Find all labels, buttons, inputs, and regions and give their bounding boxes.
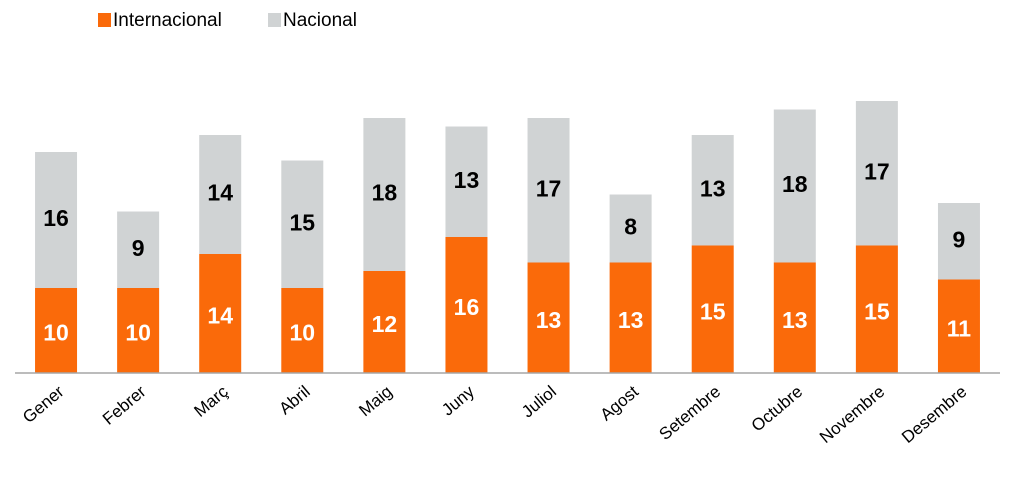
x-tick-label: Juliol xyxy=(518,382,560,421)
data-label: 14 xyxy=(207,180,233,206)
data-label: 13 xyxy=(536,307,562,333)
data-label: 15 xyxy=(700,298,726,324)
bar-segment xyxy=(855,245,898,373)
x-tick-label: Agost xyxy=(597,382,643,425)
bar-segment xyxy=(691,245,734,373)
x-tick-label: Febrer xyxy=(99,382,150,429)
bar-segment xyxy=(773,262,816,373)
data-label: 15 xyxy=(864,298,890,324)
x-tick-label: Gener xyxy=(19,382,68,427)
bar-segment xyxy=(117,211,160,288)
legend-label: Nacional xyxy=(283,10,357,31)
bar-segment xyxy=(199,135,242,254)
bar-segment xyxy=(199,254,242,373)
data-label: 16 xyxy=(43,205,69,231)
data-label: 17 xyxy=(536,175,562,201)
bar-segment xyxy=(445,126,488,237)
data-label: 14 xyxy=(207,303,233,329)
bar-segment xyxy=(609,194,652,263)
data-label: 16 xyxy=(454,294,480,320)
x-tick-label: Març xyxy=(191,382,233,421)
data-label: 18 xyxy=(372,180,398,206)
data-label: 13 xyxy=(782,307,808,333)
bar-segment xyxy=(527,118,570,263)
bar-segment xyxy=(527,262,570,373)
data-label: 12 xyxy=(372,311,398,337)
x-tick-label: Juny xyxy=(438,382,478,420)
bar-segment xyxy=(445,237,488,373)
bar-segment xyxy=(855,101,898,246)
bar-segment xyxy=(281,288,324,373)
bar-segment xyxy=(609,262,652,373)
bar-segment xyxy=(281,160,324,288)
x-tick-label: Novembre xyxy=(816,382,888,447)
bar-segment xyxy=(691,135,734,246)
data-label: 13 xyxy=(454,167,480,193)
data-label: 17 xyxy=(864,158,890,184)
data-label: 10 xyxy=(289,320,315,346)
legend-label: Internacional xyxy=(113,10,222,31)
data-label: 10 xyxy=(125,320,151,346)
bar-segment xyxy=(937,203,980,280)
x-tick-label: Maig xyxy=(355,382,395,420)
bar-segment xyxy=(773,109,816,263)
data-label: 10 xyxy=(43,320,69,346)
x-tick-label: Setembre xyxy=(655,382,724,444)
data-label: 9 xyxy=(132,235,145,261)
data-label: 15 xyxy=(289,209,315,235)
x-tick-label: Octubre xyxy=(748,382,807,435)
bar-segment xyxy=(937,279,980,373)
bar-segment xyxy=(363,118,406,271)
bar-segment xyxy=(35,152,78,288)
bar-segment xyxy=(117,288,160,373)
legend-swatch xyxy=(268,13,281,27)
x-tick-label: Desembre xyxy=(898,382,970,447)
x-tick-label: Abril xyxy=(275,382,313,418)
data-label: 13 xyxy=(700,175,726,201)
data-label: 11 xyxy=(947,315,972,341)
data-label: 18 xyxy=(782,171,808,197)
data-label: 13 xyxy=(618,307,644,333)
legend-swatch xyxy=(98,13,111,27)
data-label: 9 xyxy=(953,226,966,252)
bar-segment xyxy=(363,271,406,373)
data-label: 8 xyxy=(624,214,637,240)
bar-segment xyxy=(35,288,78,373)
